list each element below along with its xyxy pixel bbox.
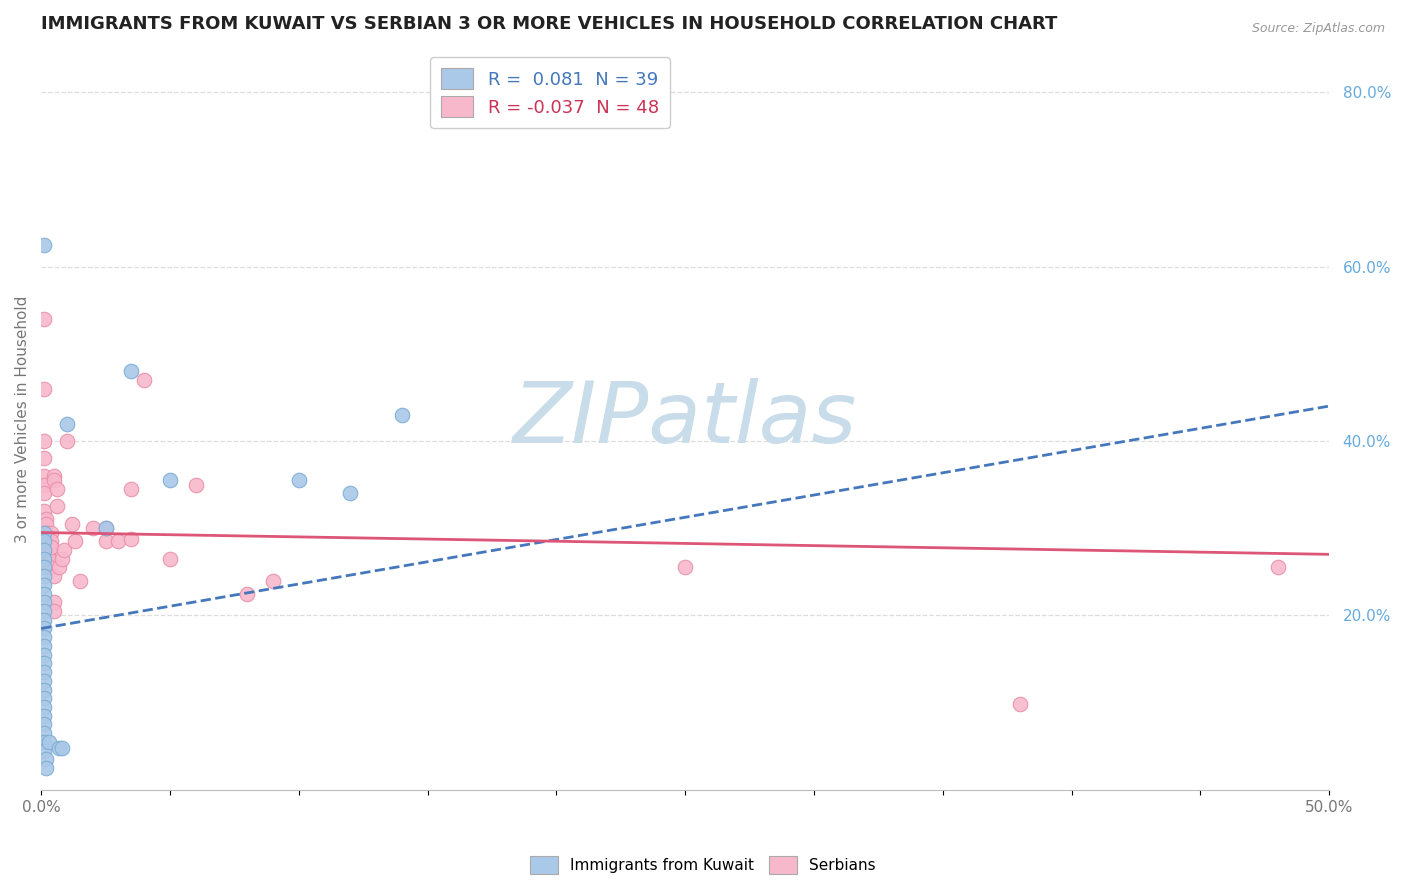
Point: [35, 551, 58, 566]
Point: [32, 560, 55, 574]
Point: [94, 521, 117, 535]
Point: [32, 504, 55, 518]
Point: [134, 373, 156, 387]
Point: [32, 595, 55, 609]
Point: [184, 477, 207, 491]
Point: [391, 408, 413, 422]
Point: [53, 543, 76, 558]
Point: [42, 604, 65, 618]
Point: [339, 486, 361, 500]
Point: [159, 551, 181, 566]
Point: [35, 761, 58, 775]
Point: [51, 741, 73, 756]
Point: [32, 613, 55, 627]
Point: [32, 551, 55, 566]
Point: [41, 534, 63, 549]
Point: [287, 473, 309, 487]
Point: [32, 700, 55, 714]
Point: [48, 560, 70, 574]
Point: [32, 543, 55, 558]
Point: [32, 586, 55, 600]
Point: [32, 451, 55, 466]
Point: [236, 586, 259, 600]
Point: [32, 578, 55, 592]
Point: [38, 551, 60, 566]
Point: [120, 482, 142, 496]
Point: [82, 521, 104, 535]
Point: [32, 708, 55, 723]
Point: [32, 622, 55, 636]
Point: [32, 673, 55, 688]
Text: ZIPatlas: ZIPatlas: [513, 377, 858, 460]
Point: [159, 473, 181, 487]
Point: [38, 539, 60, 553]
Point: [32, 665, 55, 679]
Point: [32, 311, 55, 326]
Point: [69, 574, 91, 588]
Point: [32, 717, 55, 731]
Point: [120, 364, 142, 378]
Point: [32, 468, 55, 483]
Point: [120, 532, 142, 546]
Legend: R =  0.081  N = 39, R = -0.037  N = 48: R = 0.081 N = 39, R = -0.037 N = 48: [430, 57, 669, 128]
Point: [94, 534, 117, 549]
Point: [42, 468, 65, 483]
Point: [32, 726, 55, 740]
Point: [41, 541, 63, 555]
Y-axis label: 3 or more Vehicles in Household: 3 or more Vehicles in Household: [15, 295, 30, 543]
Point: [45, 482, 67, 496]
Point: [35, 525, 58, 540]
Point: [32, 486, 55, 500]
Text: IMMIGRANTS FROM KUWAIT VS SERBIAN 3 OR MORE VEHICLES IN HOUSEHOLD CORRELATION CH: IMMIGRANTS FROM KUWAIT VS SERBIAN 3 OR M…: [41, 15, 1057, 33]
Point: [32, 525, 55, 540]
Point: [35, 512, 58, 526]
Text: Source: ZipAtlas.com: Source: ZipAtlas.com: [1251, 22, 1385, 36]
Point: [32, 434, 55, 448]
Point: [32, 630, 55, 644]
Point: [63, 534, 86, 549]
Point: [107, 534, 129, 549]
Point: [56, 434, 79, 448]
Point: [32, 639, 55, 653]
Point: [56, 417, 79, 431]
Point: [32, 682, 55, 697]
Point: [38, 560, 60, 574]
Point: [42, 569, 65, 583]
Point: [51, 551, 73, 566]
Point: [32, 534, 55, 549]
Point: [32, 743, 55, 757]
Point: [35, 752, 58, 766]
Point: [32, 237, 55, 252]
Point: [1267, 560, 1289, 574]
Point: [94, 521, 117, 535]
Point: [41, 525, 63, 540]
Point: [32, 648, 55, 662]
Legend: Immigrants from Kuwait, Serbians: Immigrants from Kuwait, Serbians: [524, 850, 882, 880]
Point: [32, 604, 55, 618]
Point: [673, 560, 696, 574]
Point: [32, 691, 55, 706]
Point: [32, 382, 55, 396]
Point: [35, 534, 58, 549]
Point: [45, 500, 67, 514]
Point: [48, 741, 70, 756]
Point: [32, 735, 55, 749]
Point: [262, 574, 284, 588]
Point: [42, 473, 65, 487]
Point: [32, 477, 55, 491]
Point: [32, 569, 55, 583]
Point: [60, 516, 83, 531]
Point: [38, 735, 60, 749]
Point: [38, 543, 60, 558]
Point: [1010, 698, 1032, 712]
Point: [35, 516, 58, 531]
Point: [32, 657, 55, 671]
Point: [42, 595, 65, 609]
